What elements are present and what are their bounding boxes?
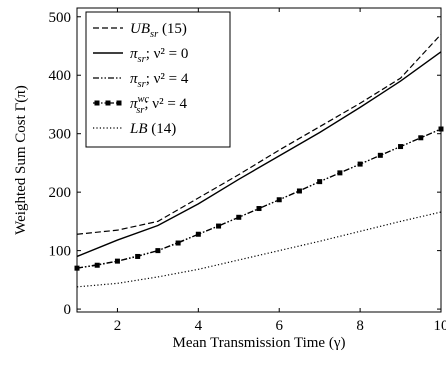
- x-axis: 2 4 6 8 10: [114, 8, 446, 334]
- x-tick-label: 4: [195, 318, 203, 334]
- data-point-sr-wc-4: [296, 188, 302, 194]
- data-point-sr-wc-4: [94, 262, 100, 268]
- data-point-sr-wc-4: [317, 179, 323, 185]
- data-point-sr-wc-4: [135, 253, 141, 259]
- series-line-sr-wc-4: [76, 128, 442, 269]
- legend-marker-sr-wc-4: [116, 100, 122, 106]
- data-point-sr-wc-4: [377, 152, 383, 158]
- data-point-sr-wc-4: [276, 197, 282, 203]
- legend-marker-sr-wc-4: [94, 100, 100, 106]
- plot-frame: [76, 7, 442, 313]
- y-tick-label: 100: [49, 244, 72, 260]
- y-axis-title: Weighted Sum Cost Γ(π): [13, 85, 29, 235]
- x-tick-label: 2: [114, 318, 122, 334]
- legend-label-lb-14: LB (14): [129, 121, 176, 137]
- data-point-sr-wc-4: [438, 126, 444, 132]
- series-line-sr-4: [76, 128, 442, 269]
- legend-label-ub-sr-15: UBsr (15): [130, 21, 187, 40]
- x-tick-label: 8: [356, 318, 364, 334]
- series-line-sr-0: [76, 51, 442, 258]
- series-line-lb-14: [76, 211, 442, 288]
- data-point-sr-wc-4: [114, 258, 120, 264]
- y-tick-label: 200: [49, 185, 72, 201]
- y-tick-label: 500: [49, 10, 72, 26]
- legend-label-sr-4: πsr; ν² = 4: [130, 71, 189, 90]
- legend-box: [85, 11, 231, 148]
- data-point-sr-wc-4: [175, 240, 181, 246]
- data-point-sr-wc-4: [256, 206, 262, 212]
- legend-label-sr-wc-4: πwc sr; ν² = 4: [130, 94, 188, 116]
- legend-label-sr-0: πsr; ν² = 0: [130, 46, 188, 65]
- y-axis: 0 100 200 300 400 500: [49, 10, 441, 318]
- x-tick-label: 10: [434, 318, 446, 334]
- data-point-sr-wc-4: [398, 144, 404, 150]
- data-point-sr-wc-4: [195, 231, 201, 237]
- series-layer: [74, 33, 444, 288]
- data-point-sr-wc-4: [236, 214, 242, 220]
- data-point-sr-wc-4: [216, 223, 222, 229]
- x-axis-title: Mean Transmission Time (γ): [173, 335, 346, 351]
- y-tick-label: 400: [49, 68, 72, 84]
- data-point-sr-wc-4: [74, 265, 80, 271]
- legend-marker-sr-wc-4: [105, 100, 111, 106]
- y-tick-label: 300: [49, 127, 72, 143]
- data-point-sr-wc-4: [155, 248, 161, 254]
- legend: UBsr (15) πsr; ν² = 0 πsr; ν² = 4 πwc sr; ν²…: [85, 11, 231, 148]
- data-point-sr-wc-4: [337, 170, 343, 176]
- data-point-sr-wc-4: [357, 161, 363, 167]
- data-point-sr-wc-4: [418, 135, 424, 141]
- x-tick-label: 6: [275, 318, 283, 334]
- y-tick-label: 0: [64, 302, 72, 318]
- series-line-ub-sr-15: [76, 33, 442, 235]
